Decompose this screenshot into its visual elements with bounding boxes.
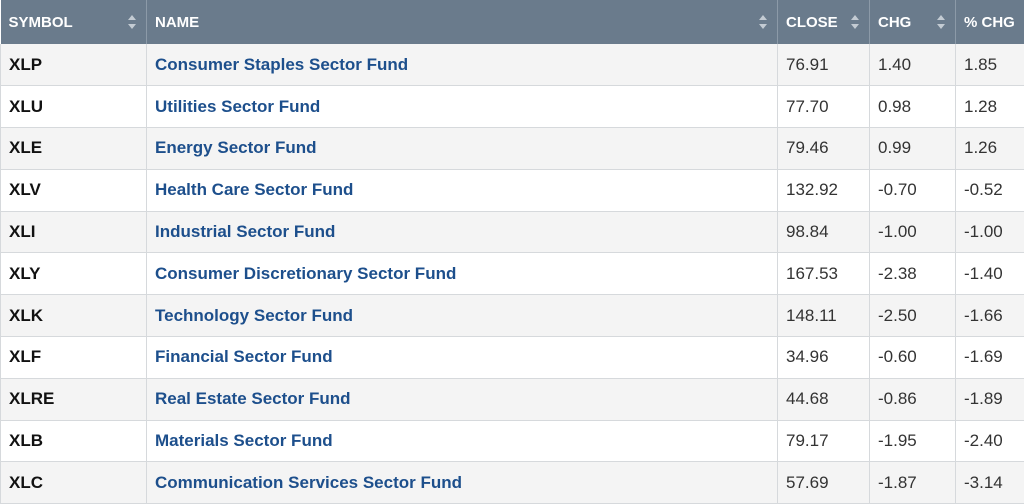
table-row: XLU Utilities Sector Fund 77.70 0.98 1.2…	[0, 85, 1024, 128]
symbol-cell: XLB	[0, 420, 147, 462]
fund-name-link[interactable]: Real Estate Sector Fund	[146, 378, 778, 421]
symbol-cell: XLF	[0, 336, 147, 379]
pct-chg-cell: 1.26	[955, 127, 1024, 170]
chg-cell: -1.00	[869, 211, 956, 253]
pct-chg-cell: -1.69	[955, 336, 1024, 379]
sort-icon[interactable]	[851, 15, 859, 29]
fund-name-link[interactable]: Industrial Sector Fund	[146, 211, 778, 253]
close-cell: 79.46	[777, 127, 870, 170]
symbol-cell: XLI	[0, 211, 147, 253]
chg-cell: 0.99	[869, 127, 956, 170]
symbol-cell: XLV	[0, 169, 147, 212]
table-row: XLP Consumer Staples Sector Fund 76.91 1…	[0, 44, 1024, 86]
symbol-cell: XLE	[0, 127, 147, 170]
column-header-close[interactable]: CLOSE	[777, 0, 870, 44]
pct-chg-cell: 1.85	[955, 44, 1024, 86]
header-row: SYMBOL NAME CLOSE CHG % CHG	[0, 0, 1024, 44]
column-header-label: NAME	[155, 13, 200, 31]
table-row: XLY Consumer Discretionary Sector Fund 1…	[0, 252, 1024, 295]
chg-cell: -0.60	[869, 336, 956, 379]
column-header-label: SYMBOL	[8, 13, 73, 31]
pct-chg-cell: -1.66	[955, 294, 1024, 337]
chg-cell: -0.70	[869, 169, 956, 212]
pct-chg-cell: -3.14	[955, 461, 1024, 504]
table-row: XLI Industrial Sector Fund 98.84 -1.00 -…	[0, 211, 1024, 253]
close-cell: 57.69	[777, 461, 870, 504]
fund-name-link[interactable]: Financial Sector Fund	[146, 336, 778, 379]
table-row: XLF Financial Sector Fund 34.96 -0.60 -1…	[0, 336, 1024, 379]
close-cell: 34.96	[777, 336, 870, 379]
column-header-label: CLOSE	[786, 13, 838, 31]
close-cell: 98.84	[777, 211, 870, 253]
column-header-label: % CHG	[964, 13, 1015, 31]
sort-icon[interactable]	[128, 15, 136, 29]
chg-cell: -2.50	[869, 294, 956, 337]
close-cell: 77.70	[777, 85, 870, 128]
table-row: XLC Communication Services Sector Fund 5…	[0, 461, 1024, 504]
column-header-pct-chg[interactable]: % CHG	[956, 0, 1024, 44]
symbol-cell: XLP	[0, 44, 147, 86]
fund-name-link[interactable]: Materials Sector Fund	[146, 420, 778, 462]
sort-icon[interactable]	[937, 15, 945, 29]
close-cell: 148.11	[777, 294, 870, 337]
fund-name-link[interactable]: Energy Sector Fund	[146, 127, 778, 170]
table-header: SYMBOL NAME CLOSE CHG % CHG	[0, 0, 1024, 44]
column-header-symbol[interactable]: SYMBOL	[0, 0, 147, 44]
chg-cell: 0.98	[869, 85, 956, 128]
pct-chg-cell: -2.40	[955, 420, 1024, 462]
fund-name-link[interactable]: Utilities Sector Fund	[146, 85, 778, 128]
close-cell: 44.68	[777, 378, 870, 421]
fund-name-link[interactable]: Consumer Staples Sector Fund	[146, 44, 778, 86]
pct-chg-cell: 1.28	[955, 85, 1024, 128]
symbol-cell: XLK	[0, 294, 147, 337]
pct-chg-cell: -0.52	[955, 169, 1024, 212]
fund-name-link[interactable]: Communication Services Sector Fund	[146, 461, 778, 504]
fund-name-link[interactable]: Health Care Sector Fund	[146, 169, 778, 212]
sort-icon[interactable]	[759, 15, 767, 29]
close-cell: 79.17	[777, 420, 870, 462]
close-cell: 76.91	[777, 44, 870, 86]
symbol-cell: XLY	[0, 252, 147, 295]
pct-chg-cell: -1.00	[955, 211, 1024, 253]
chg-cell: 1.40	[869, 44, 956, 86]
table-body: XLP Consumer Staples Sector Fund 76.91 1…	[0, 44, 1024, 504]
close-cell: 167.53	[777, 252, 870, 295]
close-cell: 132.92	[777, 169, 870, 212]
table-row: XLK Technology Sector Fund 148.11 -2.50 …	[0, 294, 1024, 337]
chg-cell: -0.86	[869, 378, 956, 421]
table-row: XLE Energy Sector Fund 79.46 0.99 1.26	[0, 127, 1024, 170]
chg-cell: -1.87	[869, 461, 956, 504]
table-row: XLV Health Care Sector Fund 132.92 -0.70…	[0, 169, 1024, 212]
table-row: XLRE Real Estate Sector Fund 44.68 -0.86…	[0, 378, 1024, 421]
column-header-name[interactable]: NAME	[146, 0, 778, 44]
table-row: XLB Materials Sector Fund 79.17 -1.95 -2…	[0, 420, 1024, 462]
symbol-cell: XLRE	[0, 378, 147, 421]
chg-cell: -1.95	[869, 420, 956, 462]
symbol-cell: XLU	[0, 85, 147, 128]
fund-name-link[interactable]: Technology Sector Fund	[146, 294, 778, 337]
symbol-cell: XLC	[0, 461, 147, 504]
pct-chg-cell: -1.40	[955, 252, 1024, 295]
pct-chg-cell: -1.89	[955, 378, 1024, 421]
column-header-chg[interactable]: CHG	[869, 0, 956, 44]
fund-name-link[interactable]: Consumer Discretionary Sector Fund	[146, 252, 778, 295]
chg-cell: -2.38	[869, 252, 956, 295]
column-header-label: CHG	[878, 13, 912, 31]
